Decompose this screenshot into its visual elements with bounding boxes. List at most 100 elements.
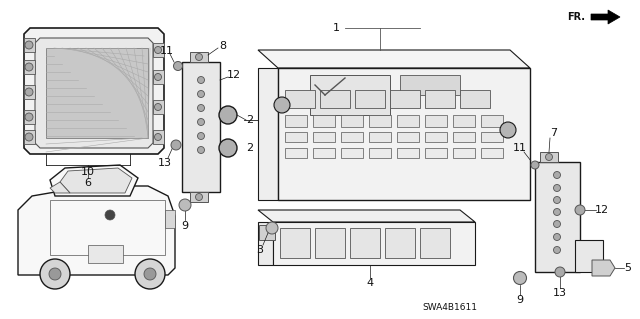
Polygon shape xyxy=(18,186,175,275)
Circle shape xyxy=(198,105,205,112)
Circle shape xyxy=(198,132,205,139)
Bar xyxy=(313,115,335,127)
Bar xyxy=(280,228,310,258)
Bar xyxy=(397,115,419,127)
Polygon shape xyxy=(24,110,35,124)
Circle shape xyxy=(554,247,561,254)
Text: 13: 13 xyxy=(158,158,172,168)
Circle shape xyxy=(49,268,61,280)
Text: 13: 13 xyxy=(553,288,567,298)
Text: FR.: FR. xyxy=(567,12,585,22)
Circle shape xyxy=(173,62,182,70)
Polygon shape xyxy=(24,28,164,154)
Circle shape xyxy=(135,259,165,289)
Circle shape xyxy=(25,113,33,121)
Text: 11: 11 xyxy=(513,143,527,153)
Circle shape xyxy=(219,139,237,157)
Circle shape xyxy=(154,133,161,140)
Polygon shape xyxy=(24,38,35,52)
Polygon shape xyxy=(24,60,35,74)
Polygon shape xyxy=(24,85,35,99)
Bar xyxy=(369,132,391,142)
Bar xyxy=(341,132,363,142)
Circle shape xyxy=(554,234,561,241)
Text: 2: 2 xyxy=(246,115,253,125)
Polygon shape xyxy=(591,10,620,24)
Text: 11: 11 xyxy=(160,46,174,56)
Bar xyxy=(481,132,503,142)
Bar xyxy=(369,115,391,127)
Text: 2: 2 xyxy=(246,143,253,153)
Bar xyxy=(285,115,307,127)
Bar xyxy=(425,90,455,108)
Polygon shape xyxy=(258,50,530,68)
Text: SWA4B1611: SWA4B1611 xyxy=(422,303,477,313)
Bar xyxy=(397,132,419,142)
Bar xyxy=(320,90,350,108)
Bar xyxy=(575,240,603,272)
Text: 4: 4 xyxy=(367,278,374,288)
Polygon shape xyxy=(592,260,615,276)
Circle shape xyxy=(274,97,290,113)
Bar xyxy=(400,75,460,95)
Bar xyxy=(425,132,447,142)
Text: 6: 6 xyxy=(84,178,92,188)
Circle shape xyxy=(513,271,527,285)
Bar xyxy=(390,90,420,108)
Text: 12: 12 xyxy=(227,70,241,80)
Bar xyxy=(369,148,391,158)
Bar xyxy=(481,115,503,127)
Text: 5: 5 xyxy=(625,263,632,273)
Circle shape xyxy=(198,77,205,84)
Circle shape xyxy=(219,106,237,124)
Bar xyxy=(385,228,415,258)
Circle shape xyxy=(154,103,161,110)
Circle shape xyxy=(198,146,205,153)
Polygon shape xyxy=(190,52,208,62)
Bar xyxy=(453,148,475,158)
Bar xyxy=(310,75,390,115)
Circle shape xyxy=(545,153,552,160)
Text: 9: 9 xyxy=(181,221,189,231)
Circle shape xyxy=(198,91,205,98)
Text: 8: 8 xyxy=(220,41,227,51)
Circle shape xyxy=(105,210,115,220)
Polygon shape xyxy=(258,68,278,200)
Bar xyxy=(355,90,385,108)
Polygon shape xyxy=(153,130,164,144)
Bar xyxy=(165,210,175,228)
Bar xyxy=(313,132,335,142)
Circle shape xyxy=(554,197,561,204)
Polygon shape xyxy=(153,70,164,84)
Bar xyxy=(259,225,275,240)
Circle shape xyxy=(40,259,70,289)
Bar xyxy=(460,90,490,108)
Bar xyxy=(46,48,148,138)
Bar xyxy=(350,228,380,258)
Circle shape xyxy=(554,220,561,227)
Circle shape xyxy=(25,88,33,96)
Bar xyxy=(88,245,123,263)
Bar xyxy=(397,148,419,158)
Circle shape xyxy=(25,63,33,71)
Bar xyxy=(285,90,315,108)
Polygon shape xyxy=(540,152,558,162)
Circle shape xyxy=(179,199,191,211)
Circle shape xyxy=(266,222,278,234)
Text: 12: 12 xyxy=(595,205,609,215)
Bar xyxy=(313,148,335,158)
Text: 1: 1 xyxy=(333,23,340,33)
Bar xyxy=(285,132,307,142)
Bar xyxy=(341,148,363,158)
Polygon shape xyxy=(35,38,153,148)
Circle shape xyxy=(554,172,561,179)
Circle shape xyxy=(575,205,585,215)
Bar xyxy=(453,115,475,127)
Polygon shape xyxy=(273,222,475,265)
Bar xyxy=(315,228,345,258)
Polygon shape xyxy=(60,168,132,193)
Text: 7: 7 xyxy=(550,128,557,138)
Bar xyxy=(425,148,447,158)
Bar xyxy=(50,200,165,255)
Circle shape xyxy=(555,267,565,277)
